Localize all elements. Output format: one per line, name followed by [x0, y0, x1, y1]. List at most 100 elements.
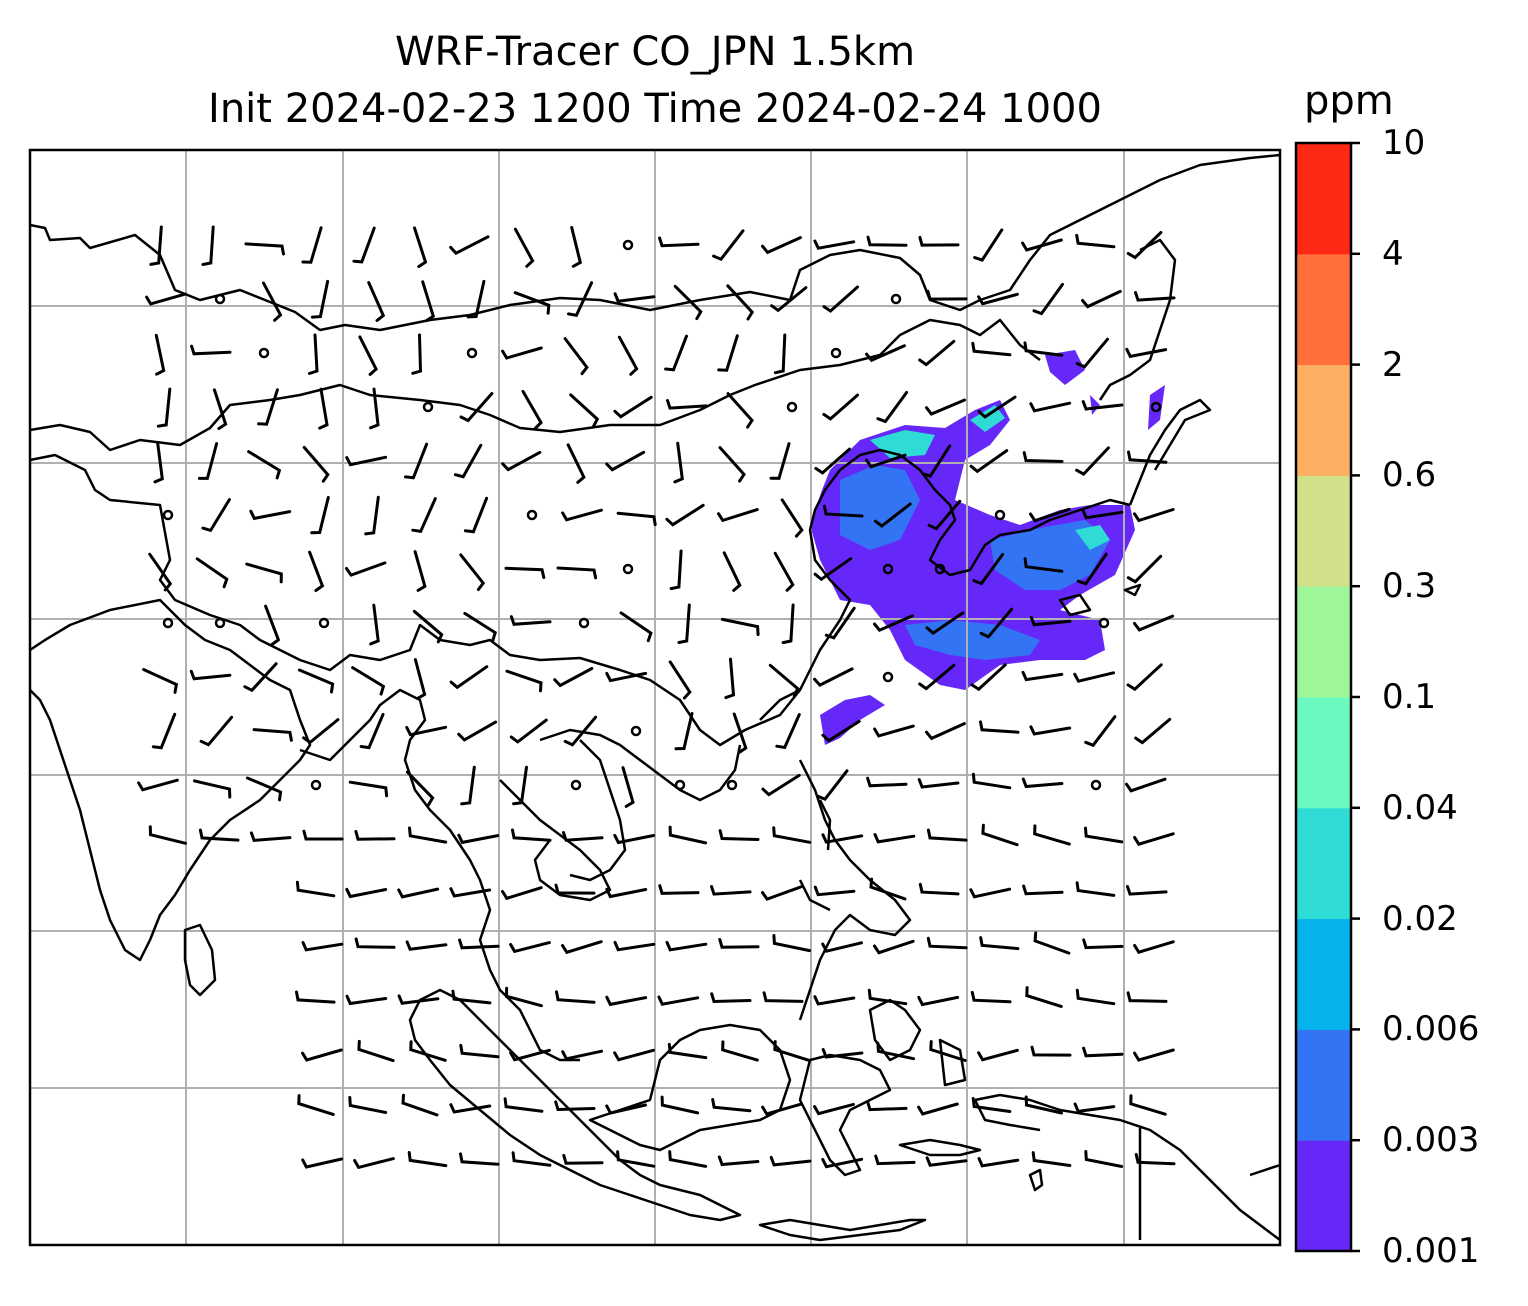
wind-barb [926, 289, 968, 301]
wind-barb [666, 399, 708, 410]
wind-barb [1133, 832, 1175, 846]
wind-barb [466, 279, 486, 319]
wind-barb [781, 603, 795, 645]
wind-barb [867, 988, 908, 1006]
wind-barb [149, 225, 163, 266]
wind-barb [710, 885, 752, 896]
wind-barb [247, 450, 282, 480]
wind-barb [761, 773, 801, 797]
wind-barb [302, 829, 344, 841]
wind-barb [969, 887, 1012, 899]
wind-barb [865, 453, 907, 469]
colorbar-tick-label: 0.02 [1382, 898, 1458, 939]
wind-barb [667, 1042, 708, 1060]
calm-wind-marker [526, 509, 538, 521]
wind-barb [1126, 991, 1168, 1003]
wind-barb [970, 663, 1007, 692]
wind-barb [668, 1150, 708, 1168]
wind-barb [979, 720, 1020, 734]
wind-barb [821, 1157, 864, 1169]
wind-barb [449, 665, 489, 690]
wind-barb [359, 712, 385, 750]
wind-barb [813, 667, 854, 687]
wind-barb [925, 1156, 968, 1167]
calm-wind-marker [1098, 617, 1110, 629]
wind-barb [720, 617, 760, 637]
map-title-line2: Init 2024-02-23 1200 Time 2024-02-24 100… [208, 86, 1102, 132]
wind-barb [301, 941, 344, 952]
wind-barb [1084, 715, 1117, 748]
wind-barb [1125, 347, 1168, 359]
wind-barb [512, 765, 528, 806]
wind-barb [1134, 291, 1176, 302]
colorbar-segment [1296, 1029, 1351, 1141]
wind-barb [1030, 1045, 1072, 1057]
wind-barb [408, 826, 448, 844]
wind-barb [1084, 1150, 1124, 1168]
wind-barb [775, 713, 801, 750]
calm-wind-marker [622, 563, 634, 575]
colorbar [1294, 141, 1360, 1253]
colorbar-unit: ppm [1304, 78, 1394, 124]
wind-barb [821, 833, 864, 844]
wind-barb [780, 498, 804, 538]
wind-barb [605, 671, 648, 683]
wind-barb [405, 725, 448, 737]
wind-barb [718, 446, 746, 483]
wind-barb [979, 607, 1014, 639]
wind-barb [569, 393, 600, 428]
wind-barb [925, 398, 967, 416]
wind-barb [1125, 777, 1167, 793]
wind-barb [302, 445, 330, 483]
wind-barb [1126, 554, 1163, 584]
wind-barb [463, 496, 489, 534]
colorbar-tick-label: 0.6 [1382, 455, 1437, 496]
wind-barb [1075, 337, 1109, 369]
calm-wind-marker [310, 779, 322, 791]
wind-barb [409, 1040, 447, 1062]
wind-barb [660, 1095, 700, 1115]
wind-barb [926, 936, 968, 950]
colorbar-tick-label: 4 [1382, 233, 1404, 274]
wind-barb [605, 450, 646, 472]
wind-barb [449, 235, 490, 256]
wind-barb [1029, 725, 1072, 736]
map-title-line1: WRF-Tracer CO_JPN 1.5km [394, 29, 916, 75]
wind-barb [613, 1048, 655, 1062]
wind-barb [1029, 615, 1072, 627]
wind-barb [310, 279, 330, 319]
wind-barb [459, 1043, 500, 1059]
wind-barb [971, 1097, 1012, 1113]
wind-barb [151, 712, 177, 750]
wind-barb [297, 1094, 335, 1116]
wind-barb [1126, 885, 1168, 896]
wind-barb [616, 1150, 656, 1168]
wind-barb [509, 941, 551, 954]
wind-barb [189, 669, 232, 681]
colorbar-segment [1296, 1140, 1351, 1252]
wind-barb [566, 443, 586, 484]
wind-barb [616, 511, 657, 527]
wind-barb [451, 989, 492, 1005]
wind-barb [873, 939, 915, 955]
wind-barb [718, 938, 760, 949]
wind-barb [816, 769, 849, 802]
wind-barb [970, 990, 1012, 1004]
wind-barb [154, 333, 166, 376]
wind-barb [613, 292, 656, 303]
wind-barb [665, 940, 708, 952]
calm-wind-marker [578, 617, 590, 629]
wind-barb [318, 387, 329, 430]
wind-barb [768, 663, 800, 698]
wind-barb [252, 728, 293, 742]
wind-barb [413, 550, 427, 592]
wind-barb [921, 444, 952, 478]
wind-barb [813, 995, 856, 1006]
calm-wind-marker [726, 779, 738, 791]
wind-barb [201, 498, 231, 533]
wind-barb [453, 443, 483, 479]
wind-barb [824, 606, 856, 640]
wind-barb [972, 553, 1005, 586]
wind-barb [249, 509, 292, 521]
wind-barb [726, 392, 754, 429]
